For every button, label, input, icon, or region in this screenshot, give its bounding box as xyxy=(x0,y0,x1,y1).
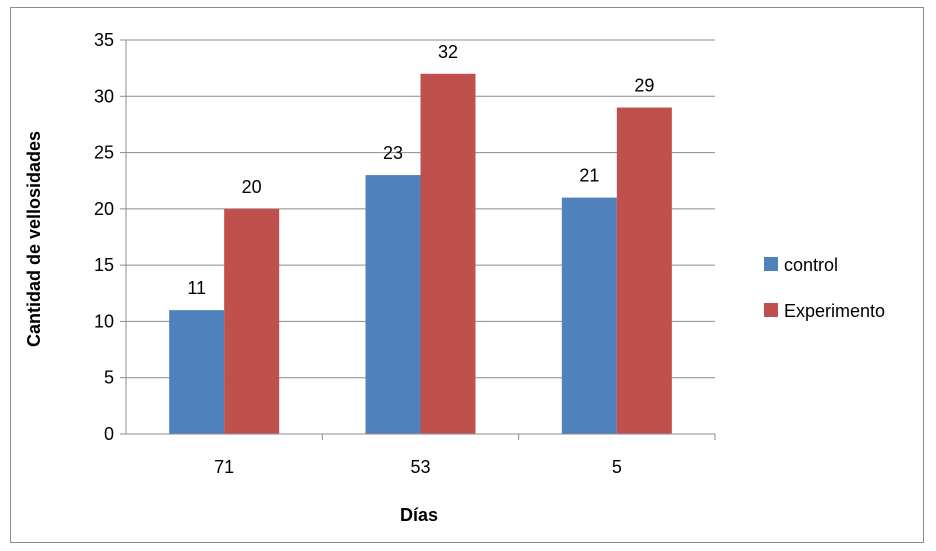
legend: control Experimento xyxy=(764,255,885,321)
x-tick-label: 71 xyxy=(214,457,234,477)
data-label: 11 xyxy=(187,278,206,298)
bar-experimento xyxy=(420,73,476,435)
bar-control xyxy=(365,175,421,435)
y-tick-label: 35 xyxy=(94,30,114,50)
legend-label: control xyxy=(784,255,838,275)
y-tick-label: 5 xyxy=(104,368,114,388)
y-tick-label: 25 xyxy=(94,143,114,163)
legend-swatch xyxy=(764,257,778,271)
bar-control xyxy=(561,197,617,434)
y-tick-label: 10 xyxy=(94,311,114,331)
x-tick-labels: 71 53 5 xyxy=(214,457,622,477)
y-tick-label: 15 xyxy=(94,255,114,275)
bars xyxy=(169,73,672,435)
x-tick-label: 5 xyxy=(612,457,622,477)
data-label: 32 xyxy=(438,42,458,62)
legend-label: Experimento xyxy=(784,301,885,321)
y-tick-label: 30 xyxy=(94,86,114,106)
x-tick-label: 53 xyxy=(410,457,430,477)
y-axis-title: Cantidad de vellosidades xyxy=(24,131,44,347)
y-tick-label: 20 xyxy=(94,199,114,219)
data-label: 29 xyxy=(634,76,654,96)
bar-control xyxy=(169,310,225,434)
axes xyxy=(120,39,716,440)
y-tick-label: 0 xyxy=(104,424,114,444)
data-label: 23 xyxy=(383,143,403,163)
x-axis-title: Días xyxy=(400,505,438,525)
data-label: 20 xyxy=(242,177,262,197)
data-labels: 11 20 23 32 21 29 xyxy=(187,42,654,298)
data-label: 21 xyxy=(579,166,599,186)
bar-experimento xyxy=(224,208,280,434)
y-tick-labels: 0 5 10 15 20 25 30 35 xyxy=(94,30,114,444)
legend-swatch xyxy=(764,303,778,317)
bar-experimento xyxy=(616,107,672,435)
